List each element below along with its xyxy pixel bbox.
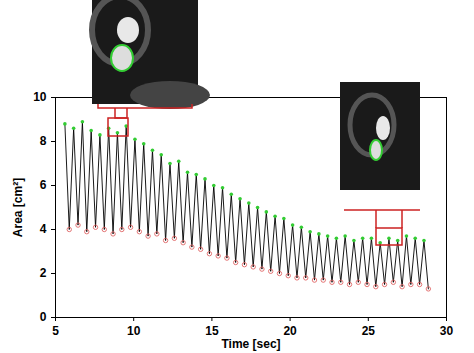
svg-text:20: 20	[283, 324, 297, 338]
svg-text:5: 5	[52, 324, 59, 338]
svg-text:Time [sec]: Time [sec]	[221, 337, 280, 351]
svg-text:6: 6	[40, 178, 47, 192]
svg-text:10: 10	[127, 324, 141, 338]
svg-text:25: 25	[362, 324, 376, 338]
svg-text:0: 0	[40, 310, 47, 324]
svg-text:10: 10	[33, 90, 47, 104]
svg-text:Area [cm²]: Area [cm²]	[11, 178, 25, 237]
svg-text:15: 15	[205, 324, 219, 338]
svg-text:8: 8	[40, 134, 47, 148]
svg-text:30: 30	[440, 324, 454, 338]
svg-text:2: 2	[40, 266, 47, 280]
svg-text:4: 4	[40, 222, 47, 236]
